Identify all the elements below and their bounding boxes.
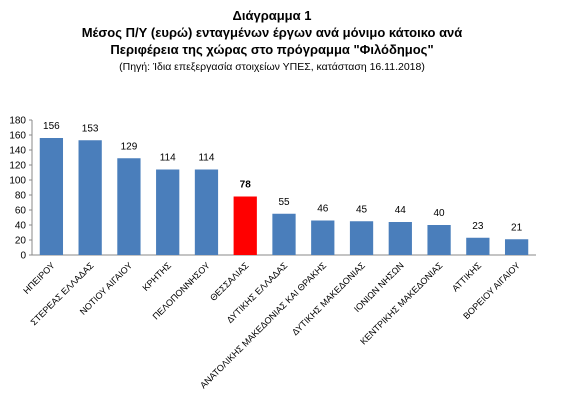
- data-label: 153: [82, 123, 99, 134]
- bar: [117, 158, 141, 255]
- bar: [156, 169, 180, 255]
- data-label: 21: [511, 222, 523, 233]
- x-tick-label: ΘΕΣΣΑΛΙΑΣ: [208, 260, 251, 303]
- bar: [39, 138, 64, 255]
- data-label: 114: [160, 153, 176, 164]
- bar: [311, 220, 335, 255]
- bar: [233, 196, 257, 255]
- bar: [349, 221, 374, 255]
- bar: [388, 222, 412, 255]
- x-tick-label: ΚΕΝΤΡΙΚΗΣ ΜΑΚΕΔΟΝΙΑΣ: [358, 260, 445, 347]
- bar: [504, 239, 529, 255]
- data-label: 78: [240, 180, 252, 191]
- bar: [194, 169, 219, 255]
- y-tick-label: 60: [15, 206, 27, 217]
- y-tick-label: 80: [15, 191, 27, 202]
- y-tick-label: 0: [20, 251, 26, 262]
- x-tick-label: ΗΠΕΙΡΟΥ: [21, 260, 57, 296]
- y-tick-label: 140: [9, 146, 26, 157]
- y-tick-label: 180: [9, 116, 26, 127]
- y-tick-label: 40: [15, 221, 27, 232]
- data-label: 156: [43, 121, 60, 132]
- x-tick-label: ΑΤΤΙΚΗΣ: [450, 260, 483, 293]
- y-tick-label: 20: [15, 236, 27, 247]
- chart-title: Διάγραμμα 1: [233, 8, 312, 23]
- chart-subtitle: (Πηγή: Ίδια επεξεργασία στοιχείων ΥΠΕΣ, …: [119, 61, 425, 73]
- data-label: 129: [121, 141, 138, 152]
- bar: [466, 237, 490, 255]
- chart-title-line: Μέσος Π/Υ (ευρώ) ενταγμένων έργων ανά μό…: [82, 25, 463, 40]
- data-label: 55: [278, 197, 290, 208]
- data-label: 40: [434, 208, 446, 219]
- chart-title-line: Περιφέρεια της χώρας στο πρόγραμμα "Φιλό…: [110, 42, 433, 57]
- x-tick-label: ΔΥΤΙΚΗΣ ΜΑΚΕΔΟΝΙΑΣ: [290, 260, 367, 337]
- bar: [78, 140, 102, 255]
- bar: [272, 213, 296, 255]
- bar: [427, 225, 451, 255]
- x-tick-label: ΚΡΗΤΗΣ: [141, 260, 174, 293]
- y-tick-label: 100: [9, 176, 26, 187]
- data-label: 23: [472, 221, 484, 232]
- y-tick-label: 160: [9, 131, 26, 142]
- data-label: 44: [395, 205, 407, 216]
- data-label: 46: [317, 204, 329, 215]
- y-tick-label: 120: [9, 161, 26, 172]
- data-label: 114: [198, 153, 214, 164]
- data-label: 45: [356, 204, 368, 215]
